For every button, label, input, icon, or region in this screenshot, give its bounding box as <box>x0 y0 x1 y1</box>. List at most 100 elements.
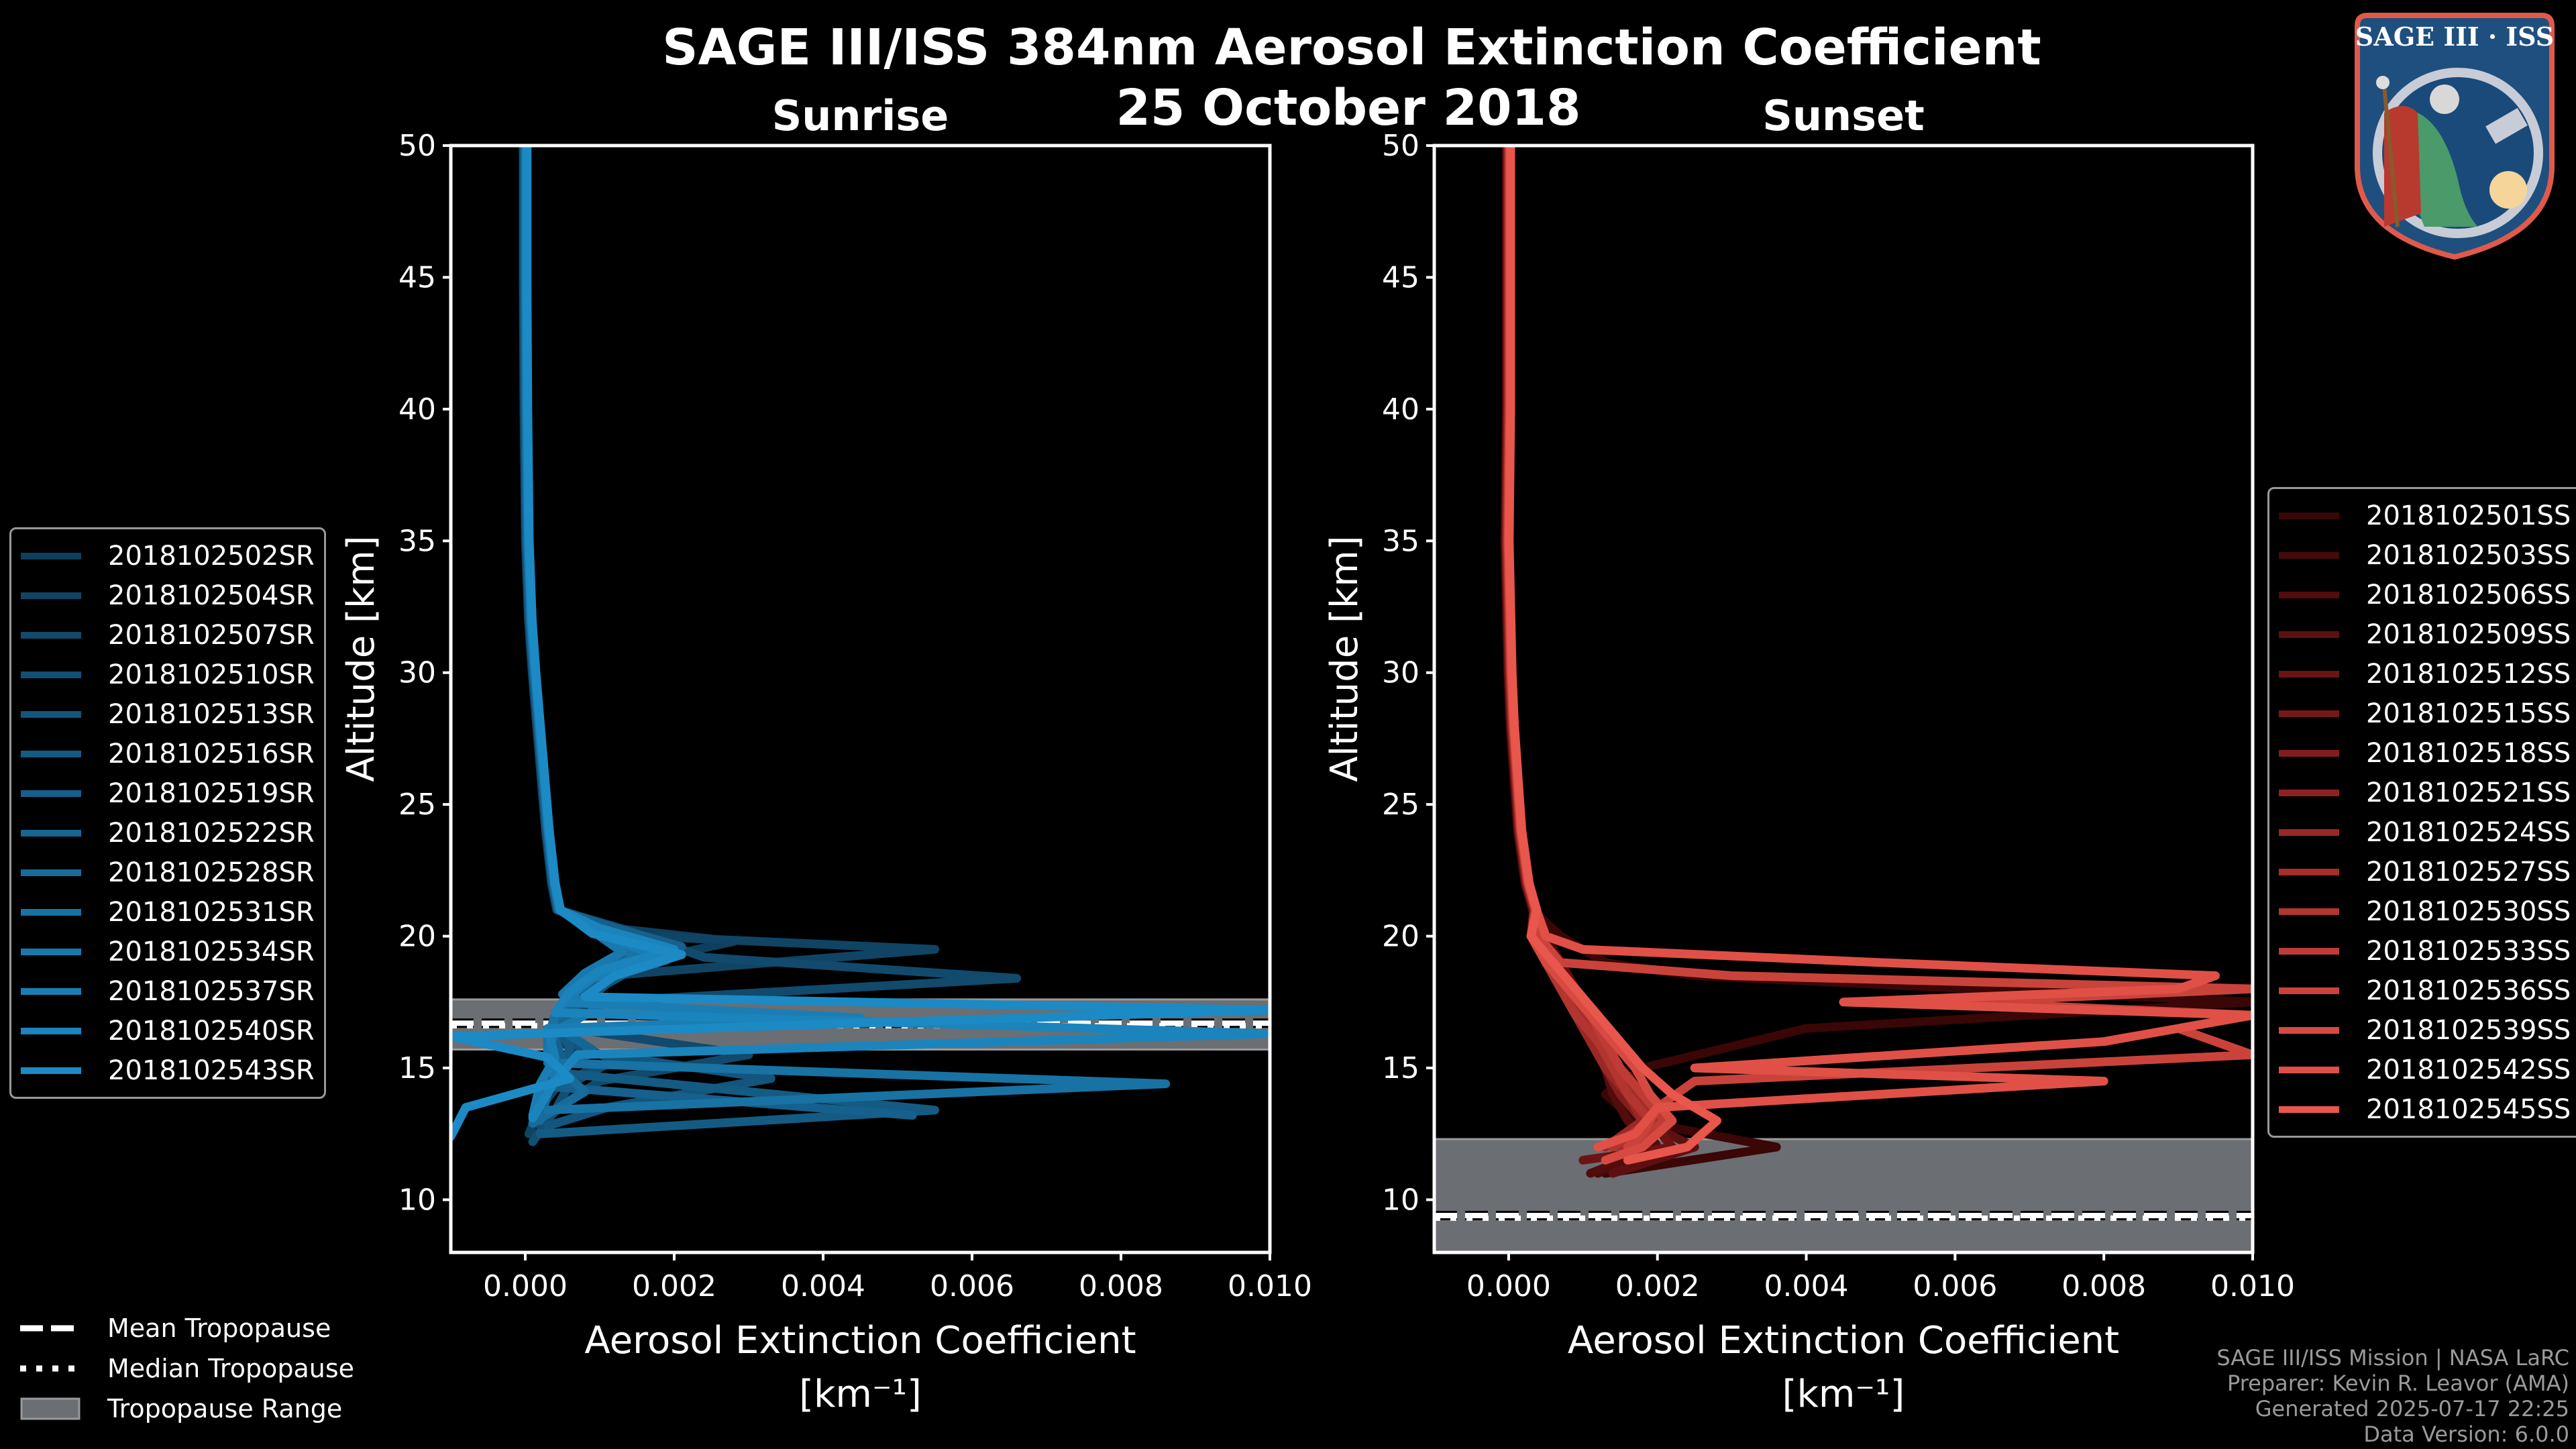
sunrise-ytick-label: 50 <box>398 129 436 163</box>
dotted-line-icon <box>20 1365 80 1372</box>
line-swatch-icon <box>2279 1106 2339 1113</box>
sunset-legend-label: 2018102527SS <box>2366 856 2571 888</box>
line-swatch-icon <box>2279 947 2339 955</box>
sunset-panel-title: Sunset <box>1762 91 1925 140</box>
sunrise-xaxis-title: Aerosol Extinction Coefficient <box>584 1319 1136 1362</box>
tp-legend-median: Median Tropopause <box>20 1348 354 1389</box>
sunrise-series-2018102513SR <box>520 146 775 1130</box>
sunrise-legend-item: 2018102540SR <box>21 1011 315 1051</box>
line-swatch-icon <box>2279 868 2339 875</box>
sunset-ytick-label: 45 <box>1382 260 1419 294</box>
sunrise-legend-item: 2018102504SR <box>21 576 315 615</box>
tp-legend-range-label: Tropopause Range <box>107 1394 343 1424</box>
sunrise-legend-label: 2018102522SR <box>108 817 315 849</box>
sunset-legend-item: 2018102501SS <box>2279 496 2571 535</box>
sunset-legend-item: 2018102536SS <box>2279 971 2571 1010</box>
sunrise-legend-label: 2018102528SR <box>108 857 315 888</box>
line-swatch-icon <box>21 552 81 559</box>
line-swatch-icon <box>21 592 81 599</box>
sunset-legend-label: 2018102501SS <box>2366 500 2571 531</box>
line-swatch-icon <box>21 1067 81 1074</box>
line-swatch-icon <box>21 1027 81 1034</box>
credits-generated: Generated 2025-07-17 22:25 <box>2255 1396 2569 1421</box>
sunset-legend-item: 2018102515SS <box>2279 694 2571 733</box>
sunset-legend-item: 2018102545SS <box>2279 1089 2571 1129</box>
sunrise-legend-label: 2018102510SR <box>108 659 315 690</box>
sunset-legend-label: 2018102530SS <box>2366 896 2571 927</box>
sunset-legend-item: 2018102524SS <box>2279 812 2571 852</box>
credits-preparer: Preparer: Kevin R. Leavor (AMA) <box>2226 1371 2569 1396</box>
sunrise-legend-label: 2018102519SR <box>108 777 315 809</box>
line-swatch-icon <box>21 671 81 678</box>
sunrise-xtick-label: 0.002 <box>632 1269 716 1303</box>
sunrise-legend-label: 2018102537SR <box>108 975 315 1007</box>
line-swatch-icon <box>2279 551 2339 559</box>
line-swatch-icon <box>2279 591 2339 598</box>
sunrise-xtick-label: 0.008 <box>1079 1269 1163 1303</box>
sunrise-xtick-label: 0.006 <box>930 1269 1014 1303</box>
dashed-line-icon <box>20 1325 80 1332</box>
sunrise-series-2018102534SR <box>521 146 627 1110</box>
sunset-legend-item: 2018102539SS <box>2279 1010 2571 1050</box>
sunrise-legend-item: 2018102513SR <box>21 694 315 734</box>
sunrise-legend-label: 2018102502SR <box>108 540 315 572</box>
line-swatch-icon <box>21 948 81 955</box>
sunrise-legend-item: 2018102543SR <box>21 1051 315 1090</box>
line-swatch-icon <box>2279 710 2339 717</box>
line-swatch-icon <box>2279 789 2339 796</box>
line-swatch-icon <box>2279 670 2339 678</box>
line-swatch-icon <box>2279 987 2339 994</box>
sunset-legend-item: 2018102530SS <box>2279 892 2571 931</box>
sunset-legend: 2018102501SS 2018102503SS 2018102506SS 2018… <box>2267 487 2576 1138</box>
chart-title: SAGE III/ISS 384nm Aerosol Extinction Co… <box>662 19 2041 76</box>
line-swatch-icon <box>2279 512 2339 519</box>
sunset-xtick-label: 0.008 <box>2061 1269 2146 1303</box>
line-swatch-icon <box>2279 828 2339 836</box>
sunset-xtick-label: 0.002 <box>1615 1269 1700 1303</box>
iss-icon <box>2485 108 2528 144</box>
sunrise-legend-item: 2018102534SR <box>21 932 315 971</box>
sunset-xtick-label: 0.004 <box>1764 1269 1849 1303</box>
sunset-ytick-label: 40 <box>1382 392 1419 427</box>
sunset-xaxis-title: Aerosol Extinction Coefficient <box>1568 1319 2119 1362</box>
sunset-legend-item: 2018102509SS <box>2279 614 2571 654</box>
chart-date: 25 October 2018 <box>1116 79 1581 137</box>
line-swatch-icon <box>21 908 81 916</box>
line-swatch-icon <box>21 631 81 639</box>
sunrise-xaxis-units: [km⁻¹] <box>799 1373 922 1416</box>
credits-footer: SAGE III/ISS Mission | NASA LaRC Prepare… <box>2216 1345 2569 1447</box>
sunrise-legend-label: 2018102507SR <box>108 619 315 651</box>
sunrise-ytick-label: 10 <box>398 1183 436 1217</box>
sunset-legend-label: 2018102515SS <box>2366 698 2571 729</box>
sunrise-legend-label: 2018102516SR <box>108 738 315 769</box>
sunrise-legend-label: 2018102513SR <box>108 698 315 730</box>
sunset-legend-label: 2018102521SS <box>2366 777 2571 808</box>
sunset-ytick-label: 25 <box>1382 788 1419 822</box>
tp-legend-mean: Mean Tropopause <box>20 1308 354 1348</box>
sunset-legend-item: 2018102542SS <box>2279 1050 2571 1089</box>
range-swatch-icon <box>20 1397 80 1420</box>
line-swatch-icon <box>21 829 81 837</box>
sunset-legend-item: 2018102521SS <box>2279 773 2571 812</box>
sunrise-legend-item: 2018102528SR <box>21 853 315 892</box>
sunset-series-2018102545SS <box>1505 146 1721 1165</box>
sunset-xtick-label: 0.006 <box>1913 1269 1997 1303</box>
line-swatch-icon <box>2279 908 2339 915</box>
sunset-legend-label: 2018102545SS <box>2366 1093 2571 1125</box>
sunset-legend-label: 2018102509SS <box>2366 619 2571 650</box>
sunset-legend-label: 2018102518SS <box>2366 737 2571 769</box>
sunrise-xtick-label: 0.010 <box>1228 1269 1312 1303</box>
sunrise-legend-label: 2018102543SR <box>108 1055 315 1086</box>
sunset-legend-label: 2018102512SS <box>2366 658 2571 690</box>
sunrise-legend-label: 2018102540SR <box>108 1015 315 1046</box>
sunset-legend-item: 2018102518SS <box>2279 733 2571 773</box>
line-swatch-icon <box>2279 1066 2339 1073</box>
sunset-xaxis-units: [km⁻¹] <box>1782 1373 1905 1416</box>
sunset-ytick-label: 15 <box>1382 1051 1419 1085</box>
credits-mission: SAGE III/ISS Mission | NASA LaRC <box>2216 1345 2569 1371</box>
sunset-ytick-label: 35 <box>1382 524 1419 558</box>
sunset-series-2018102501SS <box>1500 146 2253 1178</box>
sunrise-ytick-label: 40 <box>398 392 436 427</box>
line-swatch-icon <box>2279 1026 2339 1034</box>
